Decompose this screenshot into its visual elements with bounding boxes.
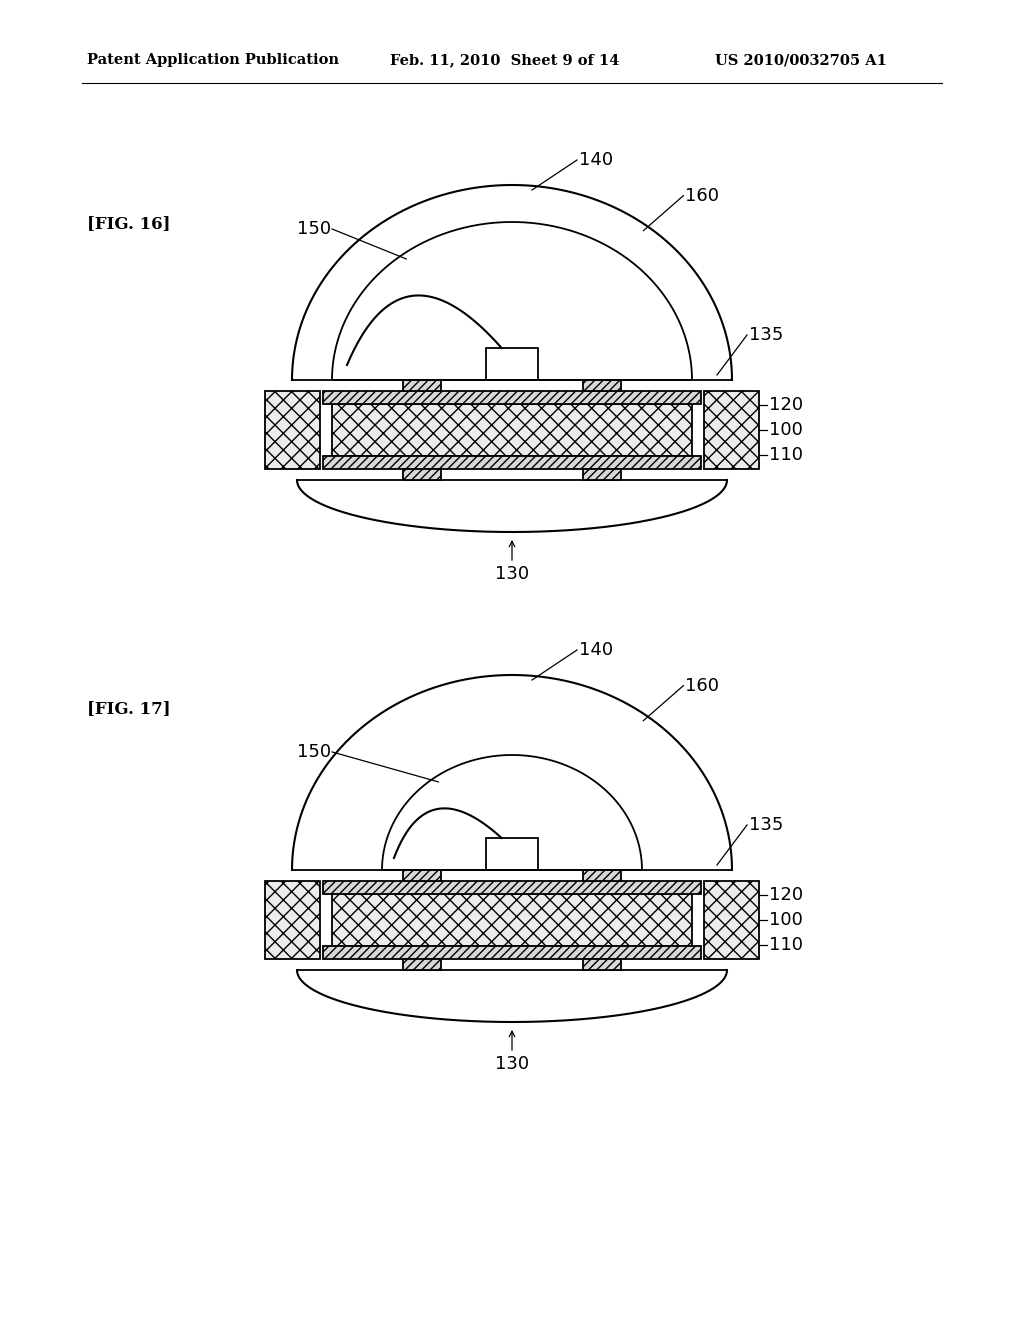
Text: 150: 150 — [297, 743, 331, 760]
Text: [FIG. 17]: [FIG. 17] — [87, 700, 171, 717]
Bar — [323, 455, 701, 469]
Text: 110: 110 — [769, 446, 803, 463]
Text: 160: 160 — [685, 186, 720, 205]
Text: 100: 100 — [769, 911, 803, 929]
Bar — [583, 380, 621, 391]
Bar — [323, 391, 701, 404]
Text: 120: 120 — [769, 396, 803, 414]
Bar — [323, 880, 701, 894]
Bar — [332, 404, 692, 455]
Bar — [332, 894, 692, 946]
Text: 110: 110 — [769, 936, 803, 954]
Text: 160: 160 — [685, 677, 720, 694]
Bar — [486, 348, 538, 380]
Text: 135: 135 — [749, 326, 783, 345]
Bar — [265, 880, 319, 960]
Text: US 2010/0032705 A1: US 2010/0032705 A1 — [715, 53, 887, 67]
Bar — [705, 880, 759, 960]
Text: 135: 135 — [749, 816, 783, 834]
Bar — [583, 960, 621, 970]
Text: Feb. 11, 2010  Sheet 9 of 14: Feb. 11, 2010 Sheet 9 of 14 — [390, 53, 620, 67]
Text: 130: 130 — [495, 565, 529, 583]
Text: [FIG. 16]: [FIG. 16] — [87, 215, 171, 232]
Bar — [403, 469, 441, 480]
Text: 140: 140 — [579, 150, 613, 169]
Text: 150: 150 — [297, 220, 331, 238]
Text: Patent Application Publication: Patent Application Publication — [87, 53, 339, 67]
Bar — [403, 380, 441, 391]
Bar — [486, 838, 538, 870]
Text: 100: 100 — [769, 421, 803, 440]
Bar — [323, 946, 701, 960]
Text: 120: 120 — [769, 886, 803, 904]
Bar — [705, 391, 759, 469]
Bar — [583, 469, 621, 480]
Bar — [403, 960, 441, 970]
Bar — [403, 870, 441, 880]
Bar — [583, 870, 621, 880]
Text: 140: 140 — [579, 642, 613, 659]
Text: 130: 130 — [495, 1055, 529, 1073]
Bar — [265, 391, 319, 469]
